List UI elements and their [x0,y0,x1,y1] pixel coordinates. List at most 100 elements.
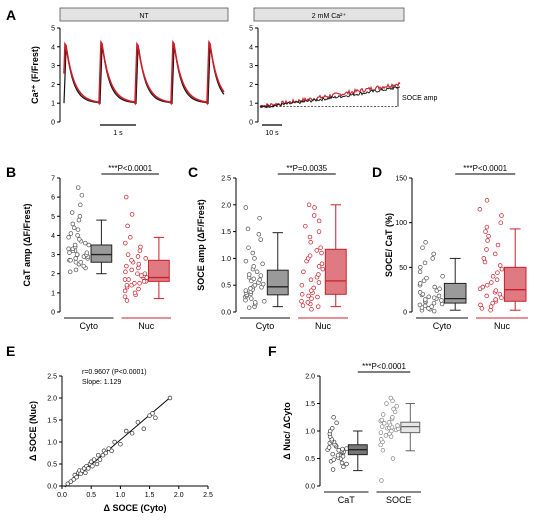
B-point [72,242,78,248]
C-point [252,282,258,288]
F-category-label: SOCE [386,495,412,505]
F-point [379,478,384,483]
a-left-y-tick-label: 4 [51,44,55,51]
B-point [76,217,82,223]
D-point [431,295,437,300]
C-point [243,205,249,210]
C-point [257,277,263,283]
B-box [148,259,170,282]
B-point [68,231,74,236]
e-x-tick-label: 2.0 [174,492,184,499]
B-point [137,281,142,286]
B-point [81,263,86,269]
F-category-label: CaT [338,495,356,505]
F-y-label: Δ Nuc/ ΔCyto [282,402,292,460]
D-point [417,302,423,308]
F-point [335,452,341,458]
C-point [250,250,256,256]
C-point [316,218,322,224]
B-point [135,254,141,259]
a-left-y-tick-label: 5 [51,26,55,33]
D-point [485,238,490,243]
F-point [380,412,386,417]
C-point [303,223,308,229]
B-point [67,250,72,255]
a-left-scalebar-label: 1 s [113,130,123,137]
C-point [307,253,313,258]
D-pvalue: ***P<0.0001 [463,164,507,173]
D-point [490,274,496,279]
panel-letter-b: B [6,164,16,180]
F-point [341,464,346,470]
e-y-label: Δ SOCE (Nuc) [28,401,38,461]
D-point [417,269,423,275]
D-point [423,240,428,245]
D-point [493,288,499,293]
e-annotation-slope: Slope: 1.129 [82,379,121,386]
B-point [77,214,83,219]
D-point [417,281,423,286]
D-point [430,256,435,261]
e-point [83,470,88,476]
D-point [431,251,436,257]
panel-letter-a: A [6,7,16,23]
B-y-tick-label: 4 [51,233,55,240]
B-point [74,252,80,257]
C-point [315,304,321,309]
C-category-label: Nuc [315,321,332,331]
e-point [65,481,71,487]
D-point [495,270,500,275]
C-point [316,264,322,269]
a-left-trace-1 [63,39,225,106]
F-y-tick-label: 0.0 [305,484,315,491]
B-point [137,248,143,253]
F-point [334,420,339,426]
header-label-ca: 2 mM Ca²⁺ [312,13,347,20]
panel-letter-e: E [6,343,15,359]
B-point [78,202,83,208]
panel-b: 0 1 2 3 4 5 6 7 CaT amp (ΔF/Frest) Cyto Nuc ***P<0.… [22,164,171,331]
e-point [141,426,147,432]
F-point [390,415,395,420]
B-point [66,235,71,240]
D-point [499,213,504,218]
e-point [68,479,74,484]
B-point [123,269,128,275]
D-y-tick-label: 100 [395,220,407,227]
B-category-label: Nuc [138,321,155,331]
D-y-tick-label: 0 [403,310,407,317]
F-point [339,460,345,466]
B-point [73,267,79,273]
a-left-y-label: Ca²⁺ (F/Frest) [30,46,40,104]
C-point [248,286,253,291]
a-left-y-tick-label: 0 [51,120,55,127]
D-point [418,265,423,270]
panel-f: 0.0 0.5 1.0 1.5 2.0 Δ Nuc/ ΔCyto CaT SOCE ***P<0… [282,362,421,505]
C-point [316,280,322,285]
e-y-tick-label: 0.5 [47,462,57,469]
D-point [486,233,491,239]
B-point [122,277,128,282]
C-point [319,250,324,256]
B-point [143,256,148,261]
B-point [124,263,129,269]
D-point [432,284,437,290]
D-category-label: Cyto [433,321,452,331]
C-point [306,202,312,208]
F-point [395,423,400,428]
a-right-y-tick-label: 3 [249,63,253,70]
B-point [66,246,71,252]
B-y-tick-label: 3 [51,252,55,259]
D-box [443,282,467,304]
C-point [306,293,311,299]
D-point [493,297,498,302]
F-point [326,445,332,450]
C-point [314,248,320,253]
C-point [318,245,323,250]
e-point [103,450,109,456]
C-point [316,229,322,234]
B-point [135,271,140,276]
a-right-y-tick-label: 2 [249,82,253,89]
C-y-tick-label: 2.0 [221,202,231,209]
B-point [69,210,75,215]
